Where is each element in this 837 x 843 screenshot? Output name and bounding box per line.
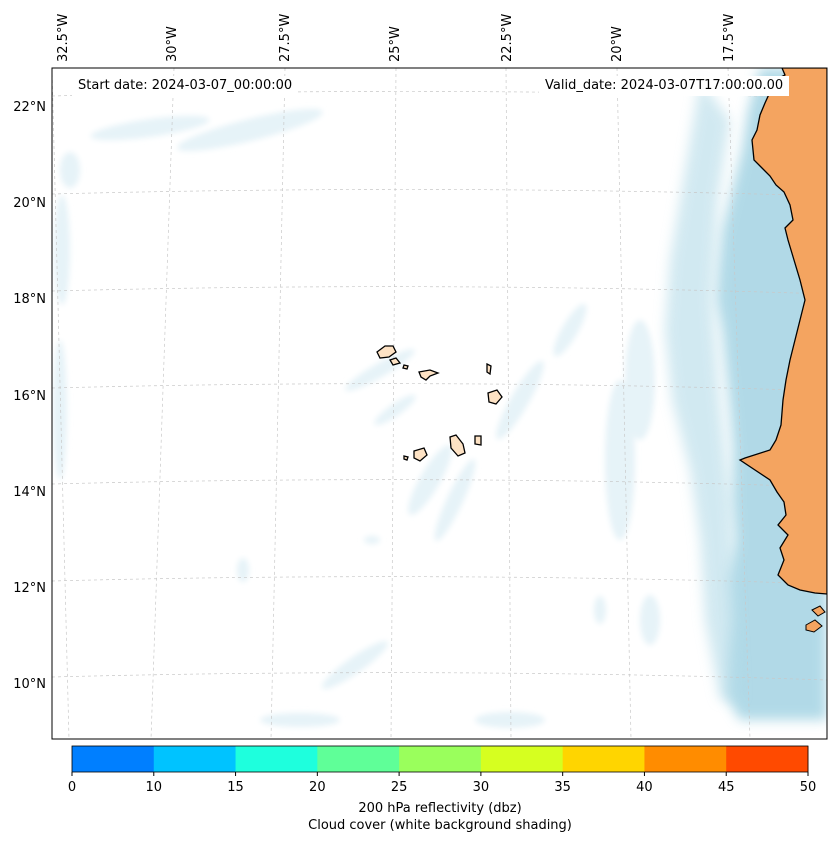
valid-date-label: Valid_date: 2024-03-07T17:00:00.00 — [539, 76, 790, 96]
colorbar-label-cloud: Cloud cover (white background shading) — [308, 818, 572, 833]
lat-label: 16°N — [13, 389, 46, 404]
lat-label: 14°N — [13, 485, 46, 500]
colorbar-tick-label: 20 — [309, 780, 326, 795]
colorbar-tick-label: 0 — [68, 780, 76, 795]
lat-label: 12°N — [13, 581, 46, 596]
colorbar-frame — [71, 745, 809, 773]
santiago-island — [449, 434, 466, 457]
parallel-line — [52, 576, 827, 585]
meridian-line — [390, 68, 397, 739]
parallel-line — [52, 383, 827, 392]
fogo-island — [413, 447, 428, 462]
parallel-line — [52, 672, 827, 681]
lat-label: 10°N — [13, 677, 46, 692]
colorbar-segment — [153, 746, 237, 772]
colorbar-tick-label: 40 — [636, 780, 653, 795]
colorbar-segment — [562, 746, 645, 772]
map-plot-area — [52, 68, 827, 739]
sao-nicolau-island — [418, 369, 440, 381]
lon-label: 22.5°W — [500, 14, 515, 62]
meridian-line — [52, 68, 70, 739]
santa-luzia-island — [402, 364, 409, 370]
lon-label: 20°W — [610, 26, 625, 62]
lon-label: 17.5°W — [722, 14, 737, 62]
cape-verde-islands — [376, 345, 503, 462]
colorbar-tick-label: 25 — [391, 780, 408, 795]
guinea-bissau-islands — [805, 605, 826, 633]
colorbar-segment — [726, 746, 809, 772]
parallel-line — [52, 189, 827, 197]
meridian-line — [616, 68, 632, 739]
colorbar-segment — [480, 746, 564, 772]
sal-island — [486, 362, 492, 376]
lat-label: 20°N — [13, 196, 46, 211]
colorbar-tick-label: 35 — [554, 780, 571, 795]
start-date-label: Start date: 2024-03-07_00:00:00 — [72, 76, 299, 96]
colorbar-segment — [317, 746, 400, 772]
lat-label: 18°N — [13, 292, 46, 307]
colorbar-segment — [644, 746, 727, 772]
lat-label: 22°N — [13, 100, 46, 115]
meridian-line — [505, 68, 512, 739]
colorbar-label-variable: 200 hPa reflectivity (dbz) — [358, 801, 522, 816]
boa-vista-island — [487, 389, 503, 405]
lon-label: 30°W — [165, 26, 180, 62]
offshore-haze — [665, 80, 740, 700]
brava-island — [403, 455, 409, 461]
african-coastline-land — [738, 68, 827, 595]
longitude-labels: 32.5°W 30°W 27.5°W 25°W 22.5°W 20°W 17.5… — [56, 14, 737, 62]
lon-label: 25°W — [388, 26, 403, 62]
colorbar-segment — [399, 746, 482, 772]
meridian-line — [270, 68, 286, 739]
lon-label: 32.5°W — [56, 14, 71, 62]
colorbar: 0 10 15 20 25 30 35 40 45 50 — [68, 746, 816, 795]
colorbar-tick-label: 15 — [227, 780, 244, 795]
colorbar-tick-label: 50 — [800, 780, 817, 795]
sao-vicente-island — [389, 357, 402, 366]
parallel-line — [52, 286, 827, 295]
colorbar-tick-label: 45 — [718, 780, 735, 795]
colorbar-tick-label: 10 — [146, 780, 163, 795]
colorbar-tick-label: 30 — [473, 780, 490, 795]
lon-label: 27.5°W — [278, 14, 293, 62]
parallel-line — [52, 479, 827, 488]
cloud-cover-shading — [53, 108, 660, 728]
colorbar-segment — [235, 746, 318, 772]
maio-island — [474, 435, 482, 446]
meridian-line — [150, 68, 175, 739]
meridian-line — [727, 68, 751, 739]
colorbar-segment — [72, 746, 155, 772]
santo-antao-island — [376, 345, 397, 359]
map-frame — [51, 67, 828, 740]
latitude-labels: 22°N 20°N 18°N 16°N 14°N 12°N 10°N — [13, 100, 46, 692]
